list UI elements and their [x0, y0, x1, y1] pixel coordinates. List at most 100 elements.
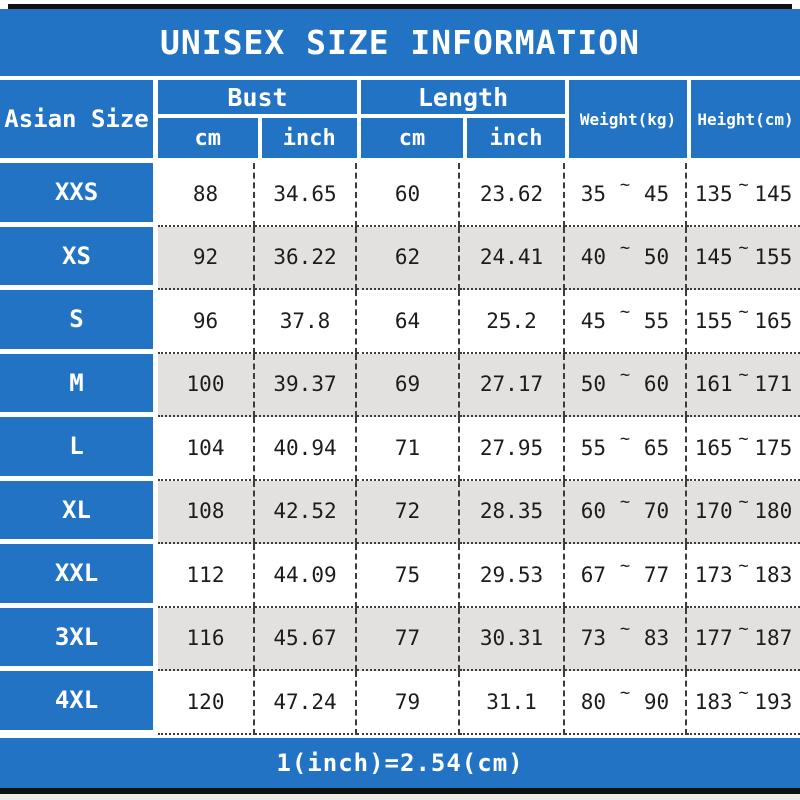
height-min-value: 165 — [694, 435, 733, 460]
size-label: XXL — [0, 544, 158, 608]
col-header-bust-cm: cm — [158, 118, 258, 158]
table-row: L 104 40.94 71 27.95 55 ~ 65 165 ~ 175 — [0, 417, 800, 481]
length-cm-value: 72 — [357, 480, 460, 544]
title-band: UNISEX SIZE INFORMATION — [0, 9, 800, 76]
size-label: 3XL — [0, 607, 158, 671]
length-inch-value: 31.1 — [460, 671, 565, 735]
height-min-value: 155 — [694, 308, 733, 333]
weight-max-value: 65 — [643, 435, 670, 460]
weight-range: 60 ~ 70 — [565, 480, 687, 544]
height-min-value: 183 — [694, 689, 733, 714]
tilde-separator: ~ — [738, 492, 749, 513]
weight-max-value: 60 — [643, 372, 670, 397]
weight-min-value: 50 — [580, 372, 607, 397]
weight-max-value: 77 — [643, 562, 670, 587]
table-row: 4XL 120 47.24 79 31.1 80 ~ 90 183 ~ 193 — [0, 671, 800, 735]
tilde-separator: ~ — [619, 238, 631, 259]
height-range: 135 ~ 145 — [687, 163, 800, 227]
table-row: XL 108 42.52 72 28.35 60 ~ 70 170 ~ 180 — [0, 480, 800, 544]
height-range: 173 ~ 183 — [687, 544, 800, 608]
bust-inch-value: 39.37 — [255, 353, 357, 417]
tilde-separator: ~ — [738, 682, 749, 703]
table-header-row: Asian Size Bust cm inch Length cm inch W… — [0, 80, 800, 158]
weight-min-value: 80 — [580, 689, 607, 714]
bust-inch-value: 47.24 — [255, 671, 357, 735]
bust-inch-value: 44.09 — [255, 544, 357, 608]
height-min-value: 135 — [694, 181, 733, 206]
length-cm-value: 60 — [357, 163, 460, 227]
bust-cm-value: 120 — [158, 671, 255, 735]
weight-max-value: 50 — [643, 245, 670, 270]
weight-range: 55 ~ 65 — [565, 417, 687, 481]
weight-range: 73 ~ 83 — [565, 607, 687, 671]
weight-range: 67 ~ 77 — [565, 544, 687, 608]
height-max-value: 183 — [754, 562, 793, 587]
top-margin — [0, 0, 800, 4]
length-cm-value: 75 — [357, 544, 460, 608]
bust-cm-value: 100 — [158, 353, 255, 417]
page-title: UNISEX SIZE INFORMATION — [160, 23, 640, 62]
tilde-separator: ~ — [619, 365, 631, 386]
height-range: 155 ~ 165 — [687, 290, 800, 354]
tilde-separator: ~ — [738, 619, 749, 640]
top-border-line — [8, 4, 792, 9]
weight-max-value: 55 — [643, 308, 670, 333]
height-range: 170 ~ 180 — [687, 480, 800, 544]
height-range: 183 ~ 193 — [687, 671, 800, 735]
length-inch-value: 29.53 — [460, 544, 565, 608]
size-label: L — [0, 417, 158, 481]
tilde-separator: ~ — [738, 174, 749, 195]
table-row: XXL 112 44.09 75 29.53 67 ~ 77 173 ~ 183 — [0, 544, 800, 608]
col-header-height: Height(cm) — [687, 80, 800, 158]
bust-cm-value: 108 — [158, 480, 255, 544]
tilde-separator: ~ — [619, 682, 631, 703]
bottom-border-line — [0, 787, 800, 794]
bust-cm-value: 88 — [158, 163, 255, 227]
height-min-value: 173 — [694, 562, 733, 587]
bust-subheaders: cm inch — [158, 118, 357, 158]
height-max-value: 187 — [754, 626, 793, 651]
length-cm-value: 62 — [357, 226, 460, 290]
weight-min-value: 60 — [580, 499, 607, 524]
height-max-value: 193 — [754, 689, 793, 714]
weight-range: 80 ~ 90 — [565, 671, 687, 735]
size-label: XXS — [0, 163, 158, 227]
weight-range: 50 ~ 60 — [565, 353, 687, 417]
height-min-value: 170 — [694, 499, 733, 524]
col-header-group-length: Length cm inch — [357, 80, 565, 158]
size-label: M — [0, 353, 158, 417]
tilde-separator: ~ — [619, 301, 631, 322]
bust-inch-value: 37.8 — [255, 290, 357, 354]
height-max-value: 180 — [754, 499, 793, 524]
bottom-margin — [0, 793, 800, 800]
tilde-separator: ~ — [738, 428, 749, 449]
size-label: XS — [0, 226, 158, 290]
height-range: 145 ~ 155 — [687, 226, 800, 290]
tilde-separator: ~ — [619, 492, 631, 513]
tilde-separator: ~ — [619, 619, 631, 640]
length-inch-value: 30.31 — [460, 607, 565, 671]
length-inch-value: 23.62 — [460, 163, 565, 227]
tilde-separator: ~ — [738, 238, 749, 259]
table-row: 3XL 116 45.67 77 30.31 73 ~ 83 177 ~ 187 — [0, 607, 800, 671]
table-row: M 100 39.37 69 27.17 50 ~ 60 161 ~ 171 — [0, 353, 800, 417]
length-cm-value: 64 — [357, 290, 460, 354]
height-range: 161 ~ 171 — [687, 353, 800, 417]
bust-inch-value: 42.52 — [255, 480, 357, 544]
bust-cm-value: 104 — [158, 417, 255, 481]
bust-inch-value: 40.94 — [255, 417, 357, 481]
weight-min-value: 40 — [580, 245, 607, 270]
col-header-group-bust: Bust cm inch — [158, 80, 357, 158]
height-max-value: 175 — [754, 435, 793, 460]
col-header-bust: Bust — [158, 80, 357, 118]
col-header-asian-size: Asian Size — [0, 80, 158, 158]
divider-gap — [0, 76, 800, 80]
length-cm-value: 79 — [357, 671, 460, 735]
bust-cm-value: 112 — [158, 544, 255, 608]
length-inch-value: 27.17 — [460, 353, 565, 417]
height-max-value: 165 — [754, 308, 793, 333]
length-inch-value: 25.2 — [460, 290, 565, 354]
table-row: XXS 88 34.65 60 23.62 35 ~ 45 135 ~ 145 — [0, 163, 800, 227]
bust-cm-value: 116 — [158, 607, 255, 671]
